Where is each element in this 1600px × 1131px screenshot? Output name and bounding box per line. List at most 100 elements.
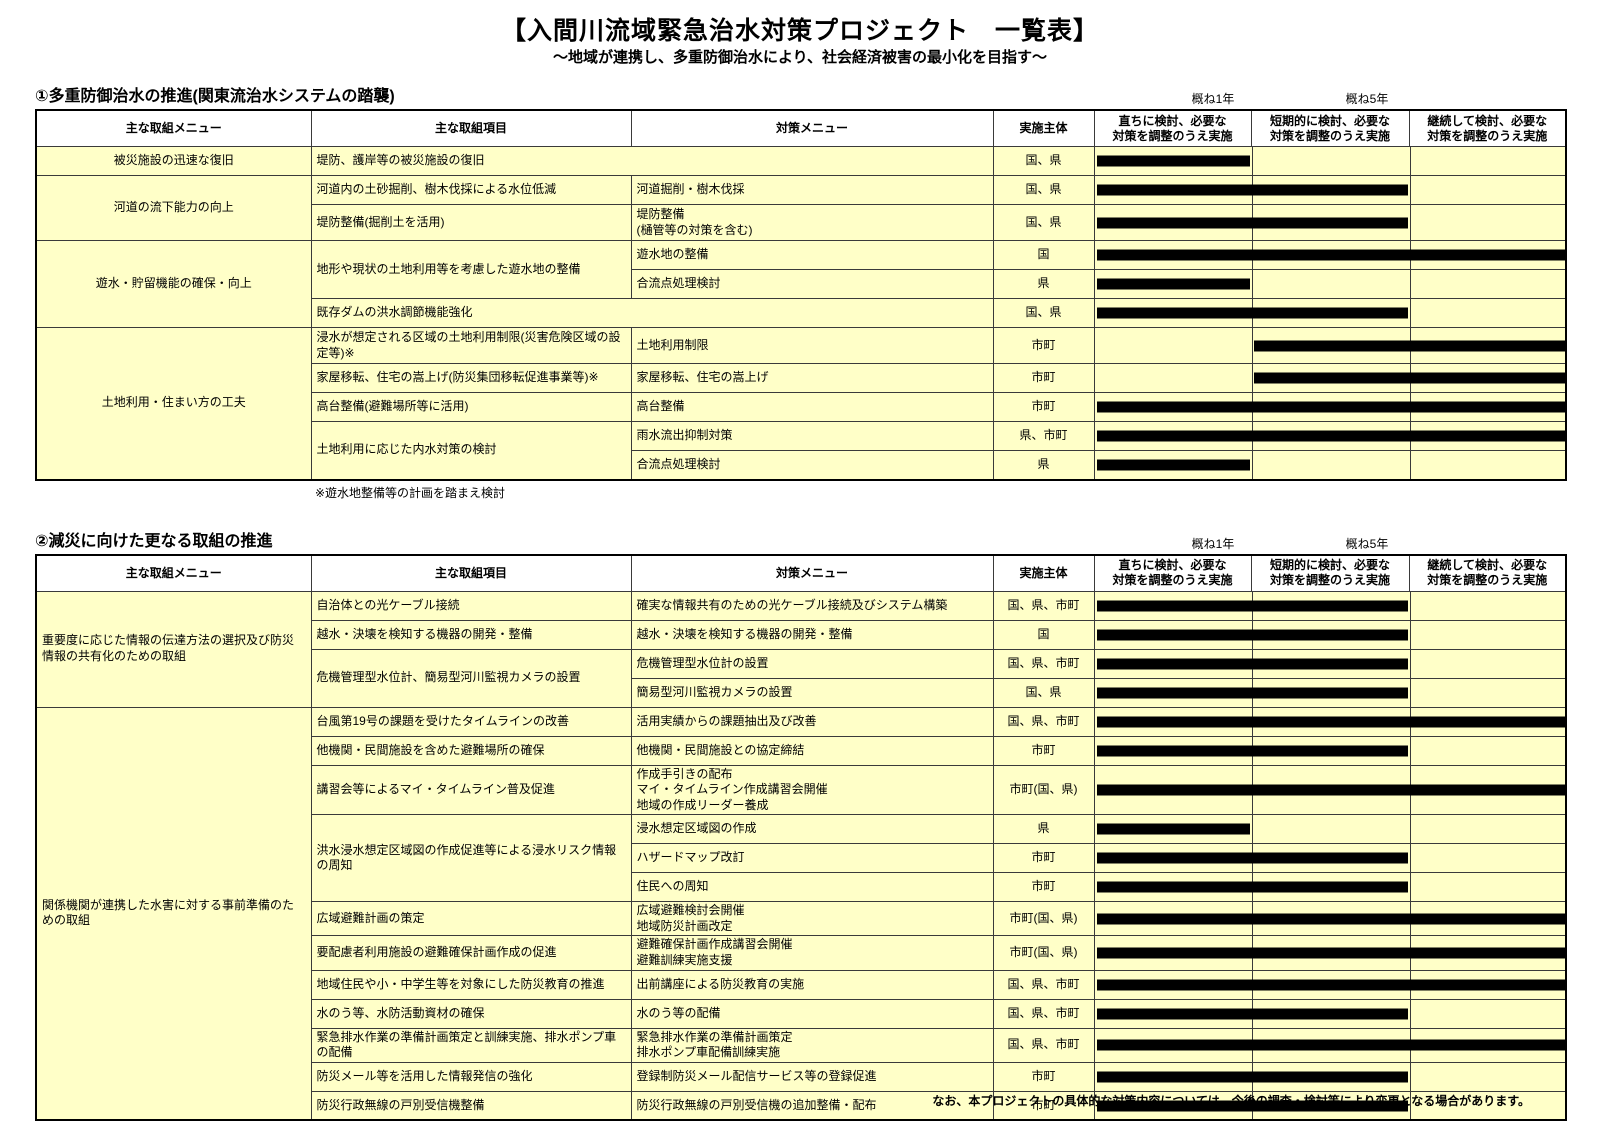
- item-cell: 広域避難計画の策定: [310, 901, 632, 937]
- actor-cell: 市町: [992, 1061, 1095, 1092]
- table-row: 防災行政無線の戸別受信機整備 防災行政無線の戸別受信機の追加整備・配布 市町: [36, 1090, 1567, 1121]
- timeline-divider: [1409, 1000, 1411, 1028]
- timeline-cell: [1093, 969, 1567, 1000]
- actor-cell: 市町: [992, 363, 1095, 393]
- approx-1-year-label: 概ね1年: [1191, 536, 1235, 551]
- item-cell: 水のう等、水防活動資材の確保: [310, 998, 632, 1029]
- menu-cell: 河道の流下能力の向上: [35, 175, 312, 241]
- timeline-cell: [1093, 269, 1567, 299]
- item-cell: 堤防、護岸等の被災施設の復旧: [310, 146, 994, 176]
- menu-cell: 土地利用・住まい方の工夫: [35, 327, 312, 480]
- schedule-bar: [1096, 401, 1565, 413]
- measure-cell: 広域避難検討会開催 地域防災計画改定: [630, 901, 994, 937]
- actor-cell: 国、県: [992, 175, 1095, 205]
- timeline-cell: [1093, 735, 1567, 766]
- table-row: 合流点処理検討県: [36, 450, 1567, 480]
- timeline-cell: [1093, 619, 1567, 650]
- actor-cell: 国、県、市町: [992, 706, 1095, 737]
- table-row: 越水・決壊を検知する機器の開発・整備 越水・決壊を検知する機器の開発・整備国: [36, 619, 1567, 650]
- timeline-cell: [1093, 1027, 1567, 1063]
- item-cell: 越水・決壊を検知する機器の開発・整備: [310, 619, 632, 650]
- item-cell: 浸水が想定される区域の土地利用制限(災害危険区域の設定等)※: [310, 327, 632, 364]
- measure-cell: 出前講座による防災教育の実施: [630, 969, 994, 1000]
- actor-cell: 県: [992, 450, 1095, 480]
- measure-cell: 浸水想定区域図の作成: [630, 814, 994, 845]
- table-row: 重要度に応じた情報の伝達方法の選択及び防災情報の共有化のための取組 自治体との光ケ…: [35, 590, 1567, 708]
- item-cell: 地域住民や小・中学生等を対象にした防災教育の推進: [310, 969, 632, 1000]
- timeline-cell: [1093, 1090, 1567, 1121]
- timeline-divider: [1251, 451, 1253, 479]
- actor-cell: 市町(国、県): [992, 764, 1095, 816]
- timeline-cell: [1093, 935, 1567, 971]
- table-row: 洪水浸水想定区域図の作成促進等による浸水リスク情報の周知 浸水想定区域図の作成県: [36, 814, 1567, 903]
- timeline-cell: [1093, 590, 1567, 621]
- measure-cell: 防災行政無線の戸別受信機の追加整備・配布: [630, 1090, 994, 1121]
- table-row: 堤防整備(掘削土を活用) 堤防整備 (樋管等の対策を含む) 国、県: [36, 204, 1567, 241]
- measure-cell: 高台整備: [630, 392, 994, 422]
- schedule-bar: [1096, 716, 1565, 727]
- timeline-cell: [1093, 327, 1567, 364]
- approx-5-year-label: 概ね5年: [1345, 92, 1389, 106]
- timeline-cell: [1093, 146, 1567, 176]
- item-cell: 地形や現状の土地利用等を考慮した遊水地の整備: [310, 240, 632, 299]
- table-row: 関係機関が連携した水害に対する事前準備のための取組 台風第19号の課題を受けたタイ…: [35, 706, 1567, 1121]
- item-cell: 防災メール等を活用した情報発信の強化: [310, 1061, 632, 1092]
- measure-cell: 簡易型河川監視カメラの設置: [630, 677, 994, 708]
- timeline-divider: [1409, 679, 1411, 706]
- table-row: 水のう等、水防活動資材の確保 水のう等の配備 国、県、市町: [36, 998, 1567, 1029]
- item-cell: 緊急排水作業の準備計画策定と訓練実施、排水ポンプ車の配備: [310, 1027, 632, 1063]
- table-header: 主な取組メニュー 主な取組項目 対策メニュー 実施主体 直ちに検討、必要な 対策を調整の…: [35, 554, 1567, 592]
- menu-cell: 遊水・貯留機能の確保・向上: [35, 240, 312, 328]
- schedule-bar: [1096, 1039, 1565, 1051]
- measure-cell: 住民への周知: [630, 872, 994, 903]
- actor-cell: 県、市町: [992, 421, 1095, 451]
- actor-column-header: 実施主体: [992, 554, 1095, 592]
- menu-cell: 関係機関が連携した水害に対する事前準備のための取組: [35, 706, 312, 1121]
- table-row: 土地利用に応じた内水対策の検討 雨水流出抑制対策 県、市町: [36, 421, 1567, 480]
- approx-5-year-label: 概ね5年: [1345, 536, 1389, 551]
- timeline-cell: [1093, 843, 1567, 874]
- item-column-header: 主な取組項目: [310, 554, 632, 592]
- timeline-cell: [1093, 648, 1567, 679]
- schedule-bar: [1096, 307, 1408, 319]
- timeline-divider: [1409, 621, 1411, 648]
- approx-1-year-label: 概ね1年: [1191, 92, 1235, 106]
- menu-column-header: 主な取組メニュー: [35, 554, 312, 592]
- measure-cell: 危機管理型水位計の設置: [630, 648, 994, 679]
- timeline-cell: [1093, 175, 1567, 205]
- table-row: 住民への周知 市町: [36, 872, 1567, 903]
- timeline-divider: [1409, 1092, 1411, 1120]
- section2-table: 主な取組メニュー 主な取組項目 対策メニュー 実施主体 直ちに検討、必要な 対策を調整の…: [35, 553, 1567, 1122]
- timeline-divider: [1251, 270, 1253, 298]
- timeline-divider: [1409, 147, 1411, 175]
- table-row: 被災施設の迅速な復旧 堤防、護岸等の被災施設の復旧 国、県: [35, 146, 1567, 176]
- actor-cell: 国、県、市町: [992, 590, 1095, 621]
- menu-cell: 重要度に応じた情報の伝達方法の選択及び防災情報の共有化のための取組: [35, 590, 312, 708]
- schedule-bar: [1096, 1100, 1408, 1112]
- timeline-short-term-header: 短期的に検討、必要な 対策を調整のうえ実施: [1250, 554, 1410, 592]
- measure-cell: 遊水地の整備: [630, 240, 994, 270]
- actor-cell: 国、県、市町: [992, 1027, 1095, 1063]
- schedule-bar: [1096, 658, 1408, 669]
- timeline-divider: [1409, 1063, 1411, 1091]
- item-cell: 要配慮者利用施設の避難確保計画作成の促進: [310, 935, 632, 971]
- timeline-divider: [1251, 815, 1253, 843]
- measure-cell: 緊急排水作業の準備計画策定 排水ポンプ車配備訓練実施: [630, 1027, 994, 1063]
- timeline-divider: [1409, 299, 1411, 327]
- schedule-bar: [1096, 745, 1408, 756]
- table-row: 河道の流下能力の向上 河道内の土砂掘削、樹木伐採による水位低減 河道掘削・樹木伐採国…: [35, 175, 1567, 241]
- table-row: 既存ダムの洪水調節機能強化 国、県: [36, 298, 1567, 328]
- timeline-divider: [1409, 270, 1411, 298]
- measure-cell: 土地利用制限: [630, 327, 994, 364]
- schedule-bar: [1096, 852, 1408, 864]
- page-title: 【入間川流域緊急治水対策プロジェクト 一覧表】: [500, 17, 1099, 45]
- table-row: 危機管理型水位計、簡易型河川監視カメラの設置 危機管理型水位計の設置 国、県、市町: [36, 648, 1567, 708]
- timeline-cell: [1093, 1061, 1567, 1092]
- schedule-bar: [1253, 340, 1565, 351]
- item-cell: 高台整備(避難場所等に活用): [310, 392, 632, 422]
- timeline-divider: [1409, 592, 1411, 619]
- schedule-bar: [1096, 155, 1250, 167]
- header-row: 主な取組メニュー 主な取組項目 対策メニュー 実施主体 直ちに検討、必要な 対策を調整の…: [35, 554, 1567, 592]
- table-row: 他機関・民間施設を含めた避難場所の確保 他機関・民間施設との協定締結 市町: [36, 735, 1567, 766]
